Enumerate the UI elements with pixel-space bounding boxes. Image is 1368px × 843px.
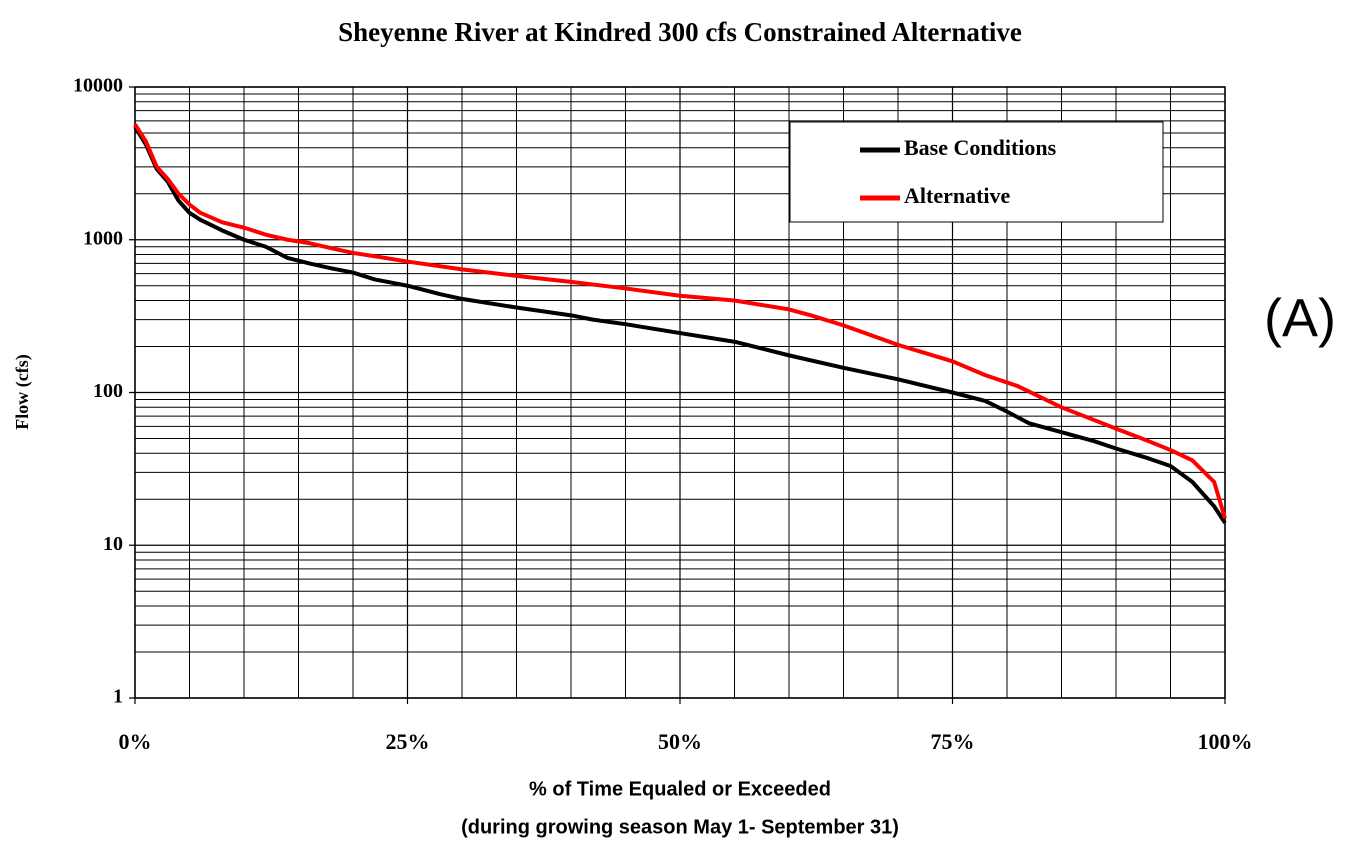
y-axis-title: Flow (cfs) — [12, 354, 33, 429]
chart-title: Sheyenne River at Kindred 300 cfs Constr… — [338, 17, 1022, 47]
annotation: (A) — [1264, 288, 1336, 348]
x-tick-label: 75% — [931, 729, 975, 754]
x-axis-title: % of Time Equaled or Exceeded — [529, 778, 831, 800]
x-axis-subtitle: (during growing season May 1- September … — [461, 816, 899, 838]
y-tick-label: 10 — [103, 533, 123, 555]
x-tick-label: 100% — [1198, 729, 1253, 754]
x-tick-label: 25% — [386, 729, 430, 754]
legend-box — [789, 121, 1164, 223]
y-tick-label: 10000 — [73, 75, 123, 97]
y-tick-label: 1000 — [83, 227, 123, 249]
plot-border — [134, 86, 1226, 699]
x-tick-label: 50% — [658, 729, 702, 754]
y-tick-label: 100 — [93, 380, 123, 402]
x-tick-label: 0% — [119, 729, 152, 754]
y-tick-label: 1 — [113, 686, 123, 708]
legend-label: Base Conditions — [904, 135, 1057, 160]
data-line — [133, 123, 1227, 519]
data-line — [133, 125, 1227, 525]
legend-label: Alternative — [904, 183, 1011, 208]
